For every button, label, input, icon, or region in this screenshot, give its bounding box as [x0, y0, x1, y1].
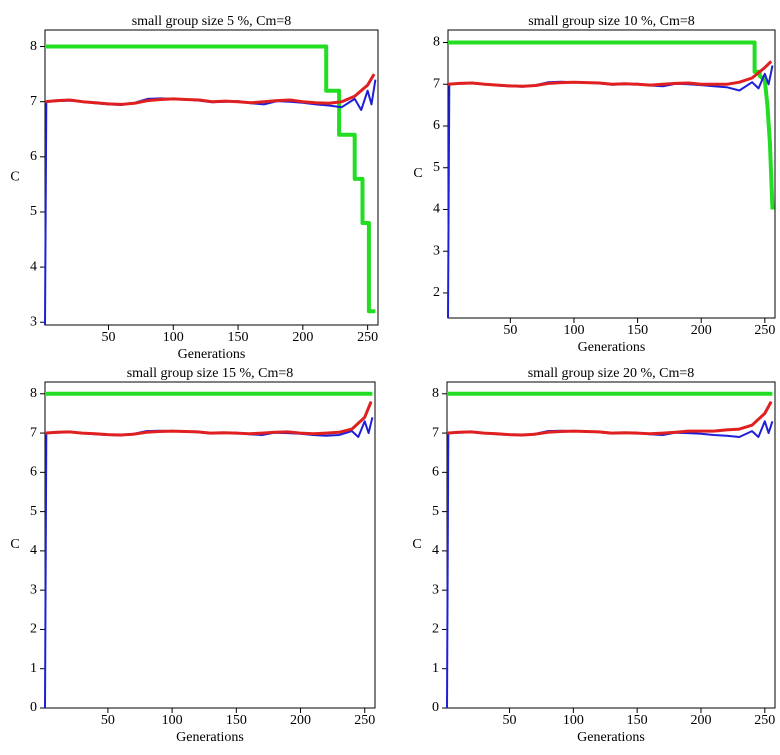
x-axis-label: Generations — [578, 340, 646, 355]
x-tick-label: 100 — [563, 713, 584, 728]
series-line — [45, 44, 376, 314]
y-tick-label: 0 — [432, 700, 439, 715]
series-line — [446, 420, 774, 709]
y-tick-label: 6 — [433, 118, 440, 133]
x-tick-label: 150 — [226, 713, 247, 728]
y-tick-label: 5 — [30, 204, 37, 219]
y-axis-label: C — [10, 170, 19, 185]
x-tick-label: 250 — [354, 713, 375, 728]
y-tick-label: 6 — [30, 465, 37, 480]
series-line — [44, 417, 374, 709]
y-tick-label: 3 — [30, 582, 37, 597]
y-tick-label: 7 — [30, 94, 37, 109]
series-line — [448, 40, 775, 210]
x-tick-label: 200 — [290, 713, 311, 728]
x-tick-label: 50 — [503, 713, 517, 728]
series-line — [447, 65, 774, 319]
series-line — [44, 401, 373, 437]
x-tick-label: 50 — [101, 330, 115, 345]
chart-title: small group size 5 %, Cm=8 — [132, 14, 292, 29]
y-tick-label: 7 — [432, 425, 439, 440]
x-tick-label: 150 — [627, 713, 648, 728]
x-tick-label: 200 — [691, 323, 712, 338]
y-tick-label: 3 — [433, 243, 440, 258]
y-axis-label: C — [413, 166, 422, 181]
y-tick-label: 2 — [432, 622, 439, 637]
y-tick-label: 7 — [433, 76, 440, 91]
y-tick-label: 1 — [432, 661, 439, 676]
series-line — [44, 79, 377, 326]
y-tick-label: 6 — [432, 465, 439, 480]
x-tick-label: 150 — [228, 330, 249, 345]
y-tick-label: 4 — [30, 543, 37, 558]
y-tick-label: 8 — [432, 386, 439, 401]
series-line — [447, 60, 773, 88]
x-tick-label: 200 — [690, 713, 711, 728]
y-tick-label: 6 — [30, 149, 37, 164]
y-tick-label: 5 — [432, 504, 439, 519]
y-tick-label: 4 — [30, 259, 37, 274]
y-tick-label: 0 — [30, 700, 37, 715]
x-tick-label: 250 — [357, 330, 378, 345]
plot-frame — [44, 381, 376, 709]
y-tick-label: 4 — [432, 543, 439, 558]
x-axis-label: Generations — [178, 347, 246, 362]
x-tick-label: 250 — [754, 713, 775, 728]
y-tick-label: 2 — [433, 285, 440, 300]
y-axis-label: C — [10, 537, 19, 552]
chart-title: small group size 10 %, Cm=8 — [528, 14, 695, 29]
y-tick-label: 7 — [30, 425, 37, 440]
y-tick-label: 8 — [30, 39, 37, 54]
x-tick-label: 150 — [627, 323, 648, 338]
chart-title: small group size 20 %, Cm=8 — [528, 366, 695, 381]
x-axis-label: Generations — [577, 730, 645, 745]
y-axis-label: C — [412, 537, 421, 552]
x-tick-label: 100 — [563, 323, 584, 338]
y-tick-label: 8 — [30, 386, 37, 401]
x-axis-label: Generations — [176, 730, 244, 745]
x-tick-label: 100 — [162, 713, 183, 728]
y-tick-label: 5 — [433, 160, 440, 175]
y-tick-label: 3 — [30, 314, 37, 329]
y-tick-label: 3 — [432, 582, 439, 597]
y-tick-label: 4 — [433, 202, 440, 217]
plot-frame — [447, 29, 776, 319]
series-line — [44, 73, 376, 106]
series-line — [446, 400, 773, 437]
y-tick-label: 2 — [30, 622, 37, 637]
x-tick-label: 100 — [163, 330, 184, 345]
x-tick-label: 50 — [101, 713, 115, 728]
x-tick-label: 250 — [754, 323, 775, 338]
x-tick-label: 50 — [503, 323, 517, 338]
chart-title: small group size 15 %, Cm=8 — [127, 366, 294, 381]
y-tick-label: 1 — [30, 661, 37, 676]
x-tick-label: 200 — [292, 330, 313, 345]
y-tick-label: 5 — [30, 504, 37, 519]
y-tick-label: 8 — [433, 35, 440, 50]
